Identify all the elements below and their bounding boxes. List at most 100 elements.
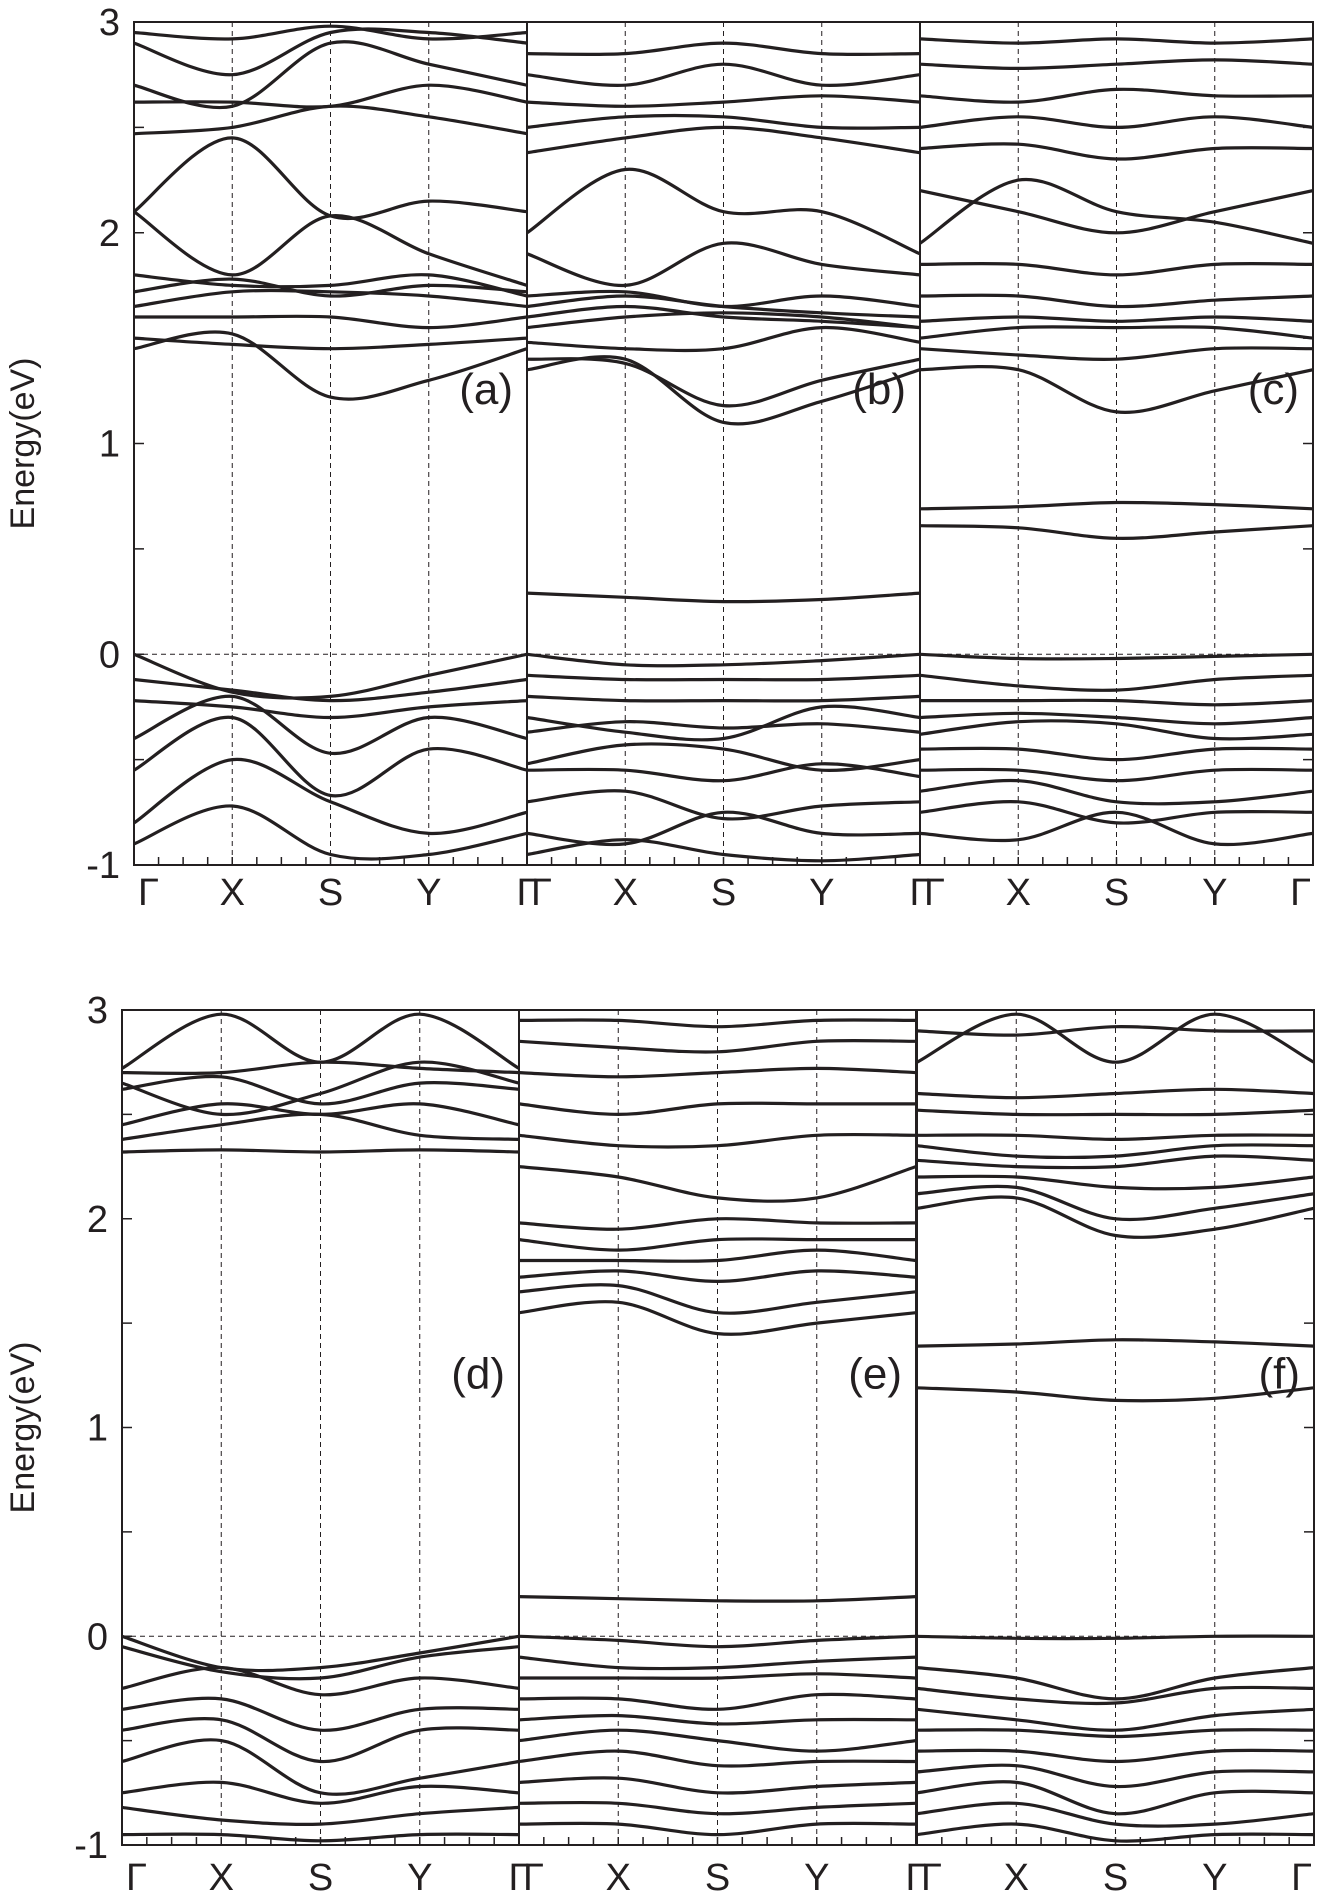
band-13 [917, 1195, 1314, 1239]
kpoint-label-Y: Y [416, 872, 441, 914]
band-16 [917, 1154, 1314, 1170]
band-1 [134, 652, 527, 700]
band-15 [527, 311, 920, 330]
band-13 [527, 357, 920, 408]
band-24 [920, 58, 1313, 70]
band-18 [920, 262, 1313, 277]
band-16 [134, 104, 527, 136]
band-20 [519, 1101, 916, 1116]
band-8 [134, 330, 527, 401]
kpoint-label-Γ: Γ [921, 1857, 942, 1899]
band-1 [519, 1595, 916, 1603]
band-14 [917, 1184, 1314, 1222]
band-23 [519, 1018, 916, 1029]
band-10 [917, 1780, 1314, 1816]
band-2 [122, 1645, 519, 1681]
band-1 [122, 1634, 519, 1673]
kpoint-label-X: X [1004, 1857, 1029, 1899]
band-22 [527, 113, 920, 130]
band-5 [917, 1685, 1314, 1706]
band-21 [527, 125, 920, 155]
y-tick-label: -1 [74, 1825, 108, 1867]
y-tick-label: 3 [87, 990, 108, 1032]
panel-label: (e) [848, 1349, 902, 1398]
band-2 [920, 524, 1313, 540]
panel-label: (b) [852, 365, 906, 414]
band-lines [519, 1018, 916, 1837]
band-6 [134, 757, 527, 836]
panel-a: (a) Γ X S Y Γ 3 2 1 0 -1 Energy(eV) [4, 2, 537, 914]
band-3 [917, 1634, 1314, 1641]
band-1 [527, 591, 920, 604]
band-19 [134, 27, 527, 77]
band-6 [122, 1738, 519, 1796]
band-21 [917, 1012, 1314, 1064]
band-20 [917, 1087, 1314, 1100]
band-9 [519, 1776, 916, 1795]
band-3 [122, 1665, 519, 1697]
kpoint-label-Y: Y [1202, 1857, 1227, 1899]
band-14 [134, 136, 527, 221]
band-18 [527, 289, 920, 309]
kpoint-label-X: X [606, 1857, 631, 1899]
band-2 [917, 1386, 1314, 1403]
band-1 [920, 500, 1313, 511]
panel-e: (e) Γ X S Y Γ [518, 1009, 926, 1899]
band-4 [917, 1666, 1314, 1701]
band-15 [519, 1248, 916, 1263]
band-lines [134, 24, 527, 861]
band-14 [920, 346, 1313, 361]
band-19 [527, 167, 920, 256]
panel-label: (f) [1258, 1349, 1300, 1398]
y-tick-label: -1 [86, 845, 120, 887]
band-8 [920, 746, 1313, 762]
panel-d: (d) Γ X S Y Γ 3 2 1 0 -1 Energy(eV) [4, 990, 529, 1899]
band-11 [527, 838, 920, 863]
kpoint-label-Γ: Γ [523, 1857, 544, 1899]
panel-label: (a) [459, 365, 513, 414]
band-6 [519, 1713, 916, 1726]
kpoint-label-S: S [711, 872, 736, 914]
kpoint-label-X: X [220, 872, 245, 914]
kpoint-label-X: X [1006, 872, 1031, 914]
band-11 [134, 288, 527, 309]
band-13 [122, 1074, 519, 1106]
band-13 [519, 1283, 916, 1315]
band-7 [519, 1728, 916, 1753]
kpoint-label-S: S [1103, 1857, 1128, 1899]
kpoint-label-Y: Y [804, 1857, 829, 1899]
band-6 [527, 720, 920, 734]
band-1 [917, 1338, 1314, 1348]
band-23 [920, 87, 1313, 104]
band-8 [527, 762, 920, 783]
band-21 [920, 142, 1313, 161]
band-7 [917, 1728, 1314, 1739]
band-4 [122, 1696, 519, 1732]
band-lines [920, 37, 1313, 847]
band-6 [920, 711, 1313, 726]
kpoint-label-X: X [209, 1857, 234, 1899]
band-24 [527, 62, 920, 87]
y-tick-label: 2 [99, 213, 120, 255]
band-11 [917, 1801, 1314, 1828]
band-20 [527, 241, 920, 288]
panel-b: (b) Γ X S Y Γ [526, 21, 930, 914]
y-tick-label: 2 [87, 1199, 108, 1241]
kpoint-label-Γ: Γ [924, 872, 945, 914]
band-7 [920, 719, 1313, 741]
band-12 [920, 810, 1313, 847]
band-2 [519, 1634, 916, 1649]
kpoint-label-Γ: Γ [509, 1857, 530, 1899]
kpoint-label-S: S [308, 1857, 333, 1899]
band-5 [122, 1717, 519, 1764]
band-19 [920, 177, 1313, 245]
kpoint-label-Γ: Γ [1290, 872, 1311, 914]
kpoint-label-Y: Y [407, 1857, 432, 1899]
band-12 [527, 355, 920, 426]
band-22 [917, 1025, 1314, 1037]
band-8 [519, 1749, 916, 1768]
band-19 [917, 1108, 1314, 1117]
band-23 [527, 94, 920, 108]
band-7 [134, 804, 527, 861]
